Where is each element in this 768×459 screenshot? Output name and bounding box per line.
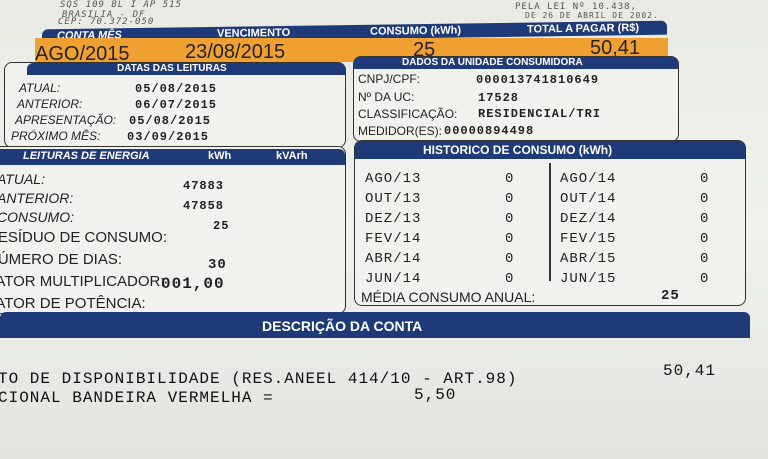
item-description: TO DE DISPONIBILIDADE (RES.ANEEL 414/10 … bbox=[0, 370, 518, 388]
header-total: TOTAL A PAGAR (R$) bbox=[527, 22, 640, 36]
label-multiplicador: FATOR MULTIPLICADOR: bbox=[0, 273, 165, 290]
item-value: 5,50 bbox=[414, 386, 457, 404]
address-line: BRASILIA - DF bbox=[62, 10, 146, 20]
legal-line: DE 26 DE ABRIL DE 2002. bbox=[525, 11, 659, 20]
label-dias: NÚMERO DE DIAS: bbox=[0, 251, 123, 268]
value-multiplicador: 001,00 bbox=[161, 275, 225, 293]
history-month: OUT/13 bbox=[365, 191, 422, 207]
consumo-value: 25 bbox=[413, 39, 436, 61]
history-value: 0 bbox=[700, 251, 710, 267]
history-value: 0 bbox=[505, 171, 515, 187]
value-classificacao: RESIDENCIAL/TRI bbox=[478, 107, 602, 121]
value-medidor: 00000894498 bbox=[444, 124, 535, 138]
label-residuo: RESÍDUO DE CONSUMO: bbox=[0, 229, 168, 246]
label-consumo: CONSUMO: bbox=[0, 209, 74, 225]
history-value: 0 bbox=[700, 211, 710, 227]
media-value: 25 bbox=[661, 288, 680, 304]
historico-consumo-box: HISTORICO DE CONSUMO (kWh) AGO/13 0 OUT/13… bbox=[354, 140, 746, 306]
label-atual: ATUAL: bbox=[0, 171, 45, 187]
label-medidor: MEDIDOR(ES): bbox=[358, 124, 442, 138]
history-value: 0 bbox=[505, 231, 515, 247]
item-value: 50,41 bbox=[663, 362, 717, 380]
value-dias: 30 bbox=[208, 257, 227, 273]
history-month: JUN/15 bbox=[560, 271, 617, 287]
history-value: 0 bbox=[505, 271, 515, 287]
dados-title: DADOS DA UNIDADE CONSUMIDORA bbox=[354, 57, 678, 69]
history-value: 0 bbox=[700, 231, 710, 247]
label-proximo-mes: PRÓXIMO MÊS: bbox=[11, 129, 101, 143]
total-value: 50,41 bbox=[590, 37, 641, 59]
label-potencia: FATOR DE POTÊNCIA: bbox=[0, 295, 146, 312]
history-month: DEZ/14 bbox=[560, 211, 617, 227]
history-month: OUT/14 bbox=[560, 191, 617, 207]
history-month: DEZ/13 bbox=[365, 211, 422, 227]
label-uc: Nº DA UC: bbox=[358, 90, 415, 104]
address-line: CEP: 70.372-050 bbox=[58, 17, 155, 27]
value-atual: 47883 bbox=[183, 179, 225, 193]
history-value: 0 bbox=[700, 171, 710, 187]
datas-leituras-box: DATAS DAS LEITURAS ATUAL: 05/08/2015 ANT… bbox=[4, 62, 346, 148]
conta-mes-value: AGO/2015 bbox=[35, 43, 130, 65]
history-value: 0 bbox=[505, 191, 515, 207]
history-month: AGO/13 bbox=[365, 171, 422, 187]
label-classificacao: CLASSIFICAÇÃO: bbox=[358, 107, 458, 121]
value-atual: 05/08/2015 bbox=[135, 82, 218, 96]
history-month: FEV/15 bbox=[560, 231, 617, 247]
history-month: AGO/14 bbox=[560, 171, 617, 187]
label-cnpj: CNPJ/CPF: bbox=[358, 72, 421, 86]
leituras-title: LEITURAS DE ENERGIA kWh kVArh bbox=[0, 149, 345, 165]
history-value: 0 bbox=[505, 211, 515, 227]
value-anterior: 47858 bbox=[183, 199, 225, 213]
history-value: 0 bbox=[700, 271, 710, 287]
value-apresentacao: 05/08/2015 bbox=[129, 114, 212, 128]
label-anterior: ANTERIOR: bbox=[17, 97, 83, 111]
history-value: 0 bbox=[700, 191, 710, 207]
dados-unidade-box: DADOS DA UNIDADE CONSUMIDORA CNPJ/CPF: 0… bbox=[353, 56, 679, 142]
label-anterior: ANTERIOR: bbox=[0, 190, 74, 206]
media-label: MÉDIA CONSUMO ANUAL: bbox=[361, 289, 536, 305]
historico-title: HISTORICO DE CONSUMO (kWh) bbox=[355, 141, 745, 159]
datas-title: DATAS DAS LEITURAS bbox=[27, 63, 345, 75]
label-apresentacao: APRESENTAÇÃO: bbox=[15, 113, 117, 127]
value-uc: 17528 bbox=[478, 91, 520, 105]
value-consumo: 25 bbox=[213, 219, 230, 233]
history-month: FEV/14 bbox=[365, 231, 422, 247]
history-month: ABR/14 bbox=[365, 251, 422, 267]
history-value: 0 bbox=[505, 251, 515, 267]
address-line: SQS 109 BL I AP 515 bbox=[60, 0, 182, 10]
descricao-title: DESCRIÇÃO DA CONTA bbox=[0, 312, 750, 338]
history-month: ABR/15 bbox=[560, 251, 617, 267]
column-divider bbox=[549, 163, 551, 281]
history-month: JUN/14 bbox=[365, 271, 422, 287]
header-consumo: CONSUMO (kWh) bbox=[370, 24, 462, 38]
vencimento-value: 23/08/2015 bbox=[185, 41, 286, 63]
legal-line: PELA LEI Nº 10.438, bbox=[515, 2, 637, 12]
item-description: CIONAL BANDEIRA VERMELHA = bbox=[0, 389, 274, 407]
leituras-energia-box: LEITURAS DE ENERGIA kWh kVArh ATUAL: 478… bbox=[0, 146, 346, 314]
summary-values: AGO/2015 23/08/2015 25 50,41 bbox=[35, 37, 668, 65]
value-anterior: 06/07/2015 bbox=[135, 98, 218, 112]
value-proximo-mes: 03/09/2015 bbox=[127, 130, 210, 144]
value-cnpj: 000013741810649 bbox=[476, 73, 600, 87]
label-atual: ATUAL: bbox=[19, 81, 61, 95]
